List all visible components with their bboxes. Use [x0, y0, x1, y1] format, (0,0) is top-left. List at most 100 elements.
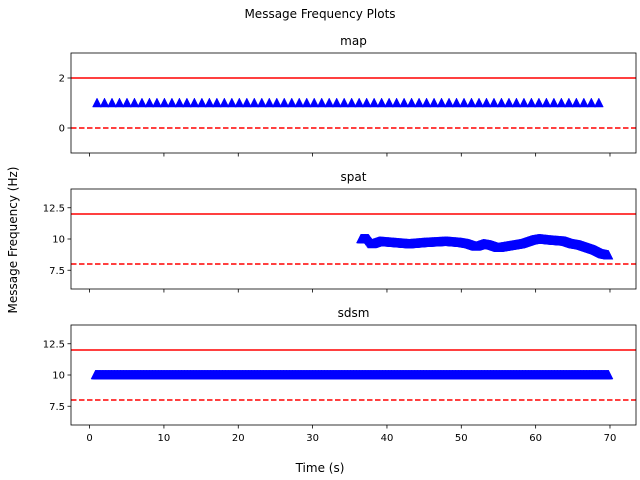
x-tick-label: 30	[306, 433, 319, 444]
data-point	[99, 97, 110, 108]
x-tick-label: 60	[529, 433, 542, 444]
data-point	[129, 97, 140, 108]
x-axis-label: Time (s)	[295, 461, 345, 475]
data-point	[603, 249, 614, 260]
data-point	[421, 97, 432, 108]
y-tick-label: 2	[59, 74, 65, 85]
y-tick-label: 0	[59, 124, 65, 135]
data-point	[346, 97, 357, 108]
data-point	[159, 97, 170, 108]
data-point	[137, 97, 147, 108]
data-point	[271, 97, 282, 108]
data-point	[578, 97, 589, 108]
data-point	[324, 97, 335, 108]
data-point	[234, 97, 245, 108]
data-point	[174, 97, 185, 108]
data-point	[196, 97, 207, 108]
data-point	[361, 97, 372, 108]
data-point	[204, 97, 215, 108]
data-point	[301, 97, 312, 108]
data-point	[603, 369, 614, 380]
x-tick-label: 70	[604, 433, 617, 444]
data-point	[286, 97, 297, 108]
data-point	[451, 97, 462, 108]
data-point	[429, 97, 439, 108]
data-point	[571, 97, 582, 108]
data-point	[316, 97, 327, 108]
data-point	[354, 97, 365, 108]
series-spat	[356, 233, 614, 260]
data-point	[114, 97, 125, 108]
data-point	[167, 97, 177, 108]
data-point	[406, 97, 417, 108]
data-point	[481, 97, 492, 108]
data-point	[563, 97, 574, 108]
data-point	[489, 97, 499, 108]
data-point	[526, 97, 537, 108]
panels: map 0 2 spat 7.5 10 12.5 sdsm 7.5 10 12.5 0 10 20 30 40…	[43, 34, 637, 444]
data-point	[331, 97, 342, 108]
data-point	[309, 97, 320, 108]
data-point	[399, 97, 410, 108]
data-point	[256, 97, 267, 108]
panel-sdsm: sdsm 7.5 10 12.5 0 10 20 30 40 50 60 70	[43, 306, 637, 444]
x-tick-label: 10	[158, 433, 171, 444]
data-point	[369, 97, 380, 108]
data-point	[474, 97, 484, 108]
data-point	[122, 97, 132, 108]
data-point	[264, 97, 275, 108]
data-point	[92, 97, 102, 108]
data-point	[339, 97, 350, 108]
data-point	[279, 97, 290, 108]
x-tick-label: 40	[381, 433, 394, 444]
data-point	[189, 97, 200, 108]
data-point	[459, 97, 469, 108]
data-point	[181, 97, 192, 108]
data-point	[241, 97, 252, 108]
data-point	[586, 97, 597, 108]
data-point	[466, 97, 477, 108]
y-axis-label: Message Frequency (Hz)	[6, 167, 20, 314]
y-tick-label: 7.5	[49, 402, 65, 413]
data-point	[534, 97, 544, 108]
y-tick-label: 10	[52, 371, 65, 382]
y-tick-label: 10	[52, 235, 65, 246]
data-point	[144, 97, 155, 108]
data-point	[107, 97, 117, 108]
panel-title: spat	[341, 170, 367, 184]
data-point	[548, 97, 559, 108]
panel-title: sdsm	[338, 306, 370, 320]
panel-title: map	[340, 34, 367, 48]
axes-frame	[70, 52, 637, 154]
x-tick-label: 50	[455, 433, 468, 444]
data-point	[391, 97, 402, 108]
series-sdsm	[90, 369, 614, 380]
panel-map: map 0 2	[59, 34, 637, 157]
data-point	[384, 97, 395, 108]
data-point	[211, 97, 222, 108]
data-point	[436, 97, 447, 108]
data-point	[249, 97, 260, 108]
data-point	[556, 97, 567, 108]
panel-spat: spat 7.5 10 12.5	[43, 170, 637, 293]
data-point	[414, 97, 424, 108]
x-tick-label: 0	[86, 433, 92, 444]
data-point	[504, 97, 514, 108]
y-tick-label: 7.5	[49, 266, 65, 277]
y-tick-label: 12.5	[43, 339, 65, 350]
data-point	[541, 97, 552, 108]
figure-title: Message Frequency Plots	[244, 7, 395, 21]
data-point	[496, 97, 507, 108]
data-point	[376, 97, 387, 108]
data-point	[519, 97, 529, 108]
series-map	[92, 97, 604, 108]
data-point	[152, 97, 162, 108]
y-tick-label: 12.5	[43, 203, 65, 214]
x-tick-label: 20	[232, 433, 245, 444]
data-point	[593, 97, 604, 108]
data-point	[444, 97, 454, 108]
data-point	[511, 97, 522, 108]
data-point	[219, 97, 230, 108]
data-point	[226, 97, 237, 108]
